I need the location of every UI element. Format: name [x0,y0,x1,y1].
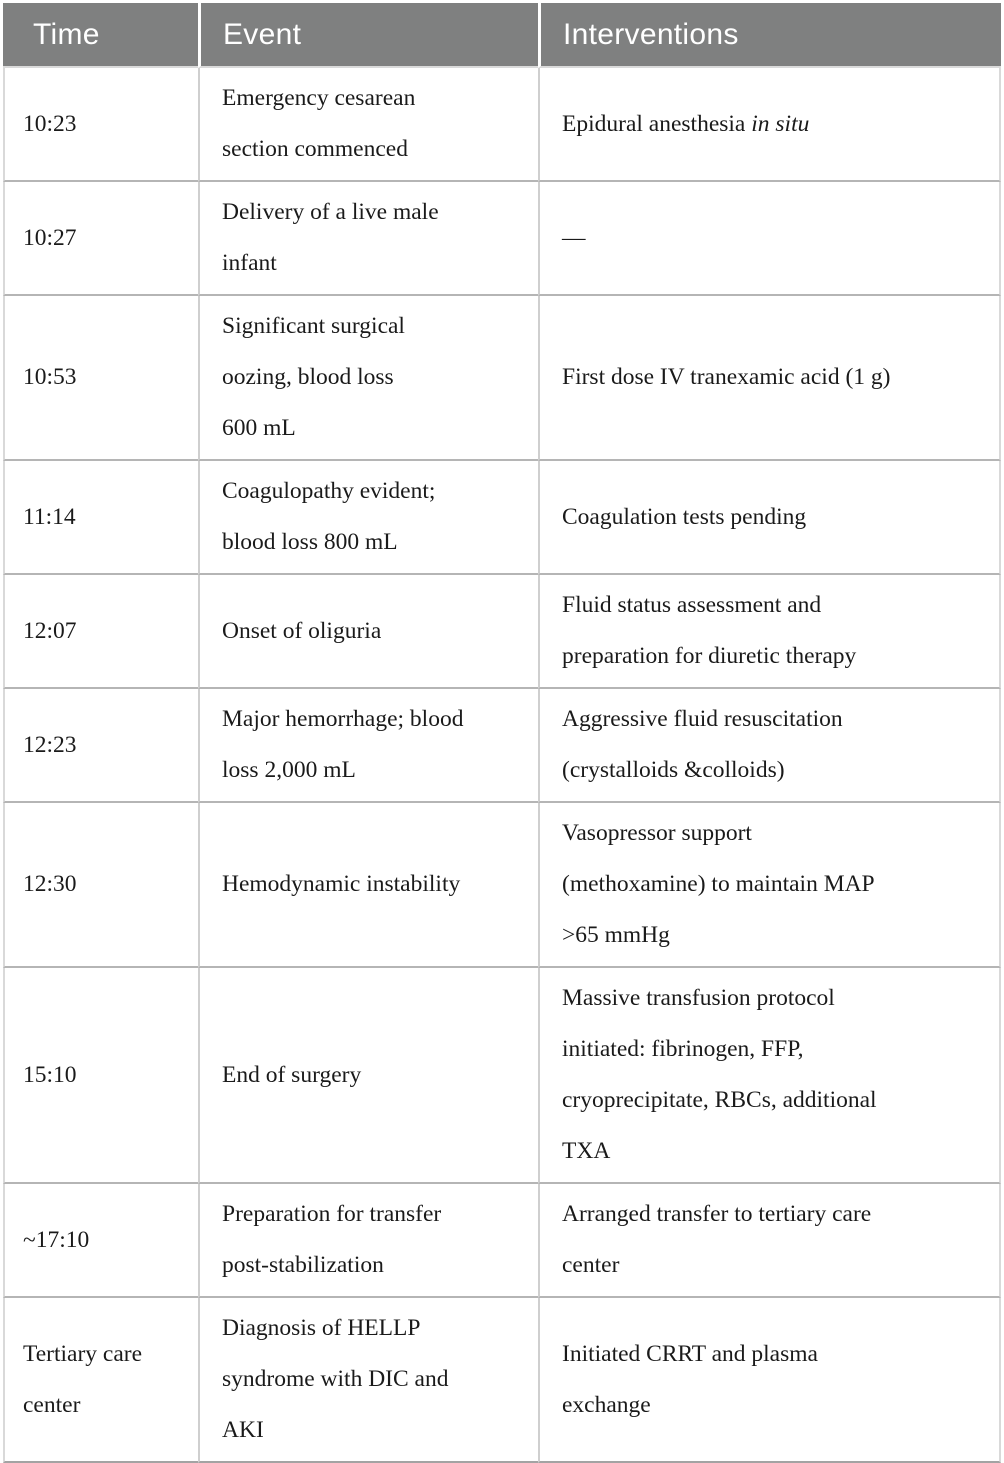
event-value: End of surgery [222,1061,362,1088]
time-cell: 11:14 [3,461,198,575]
event-cell: Major hemorrhage; blood loss 2,000 mL [198,689,538,803]
interventions-value: — [562,224,586,251]
time-value: ~17:10 [23,1226,90,1253]
col-header-time: Time [3,3,198,68]
time-value: 12:23 [23,731,77,758]
interventions-value: Vasopressor support (methoxamine) to mai… [562,820,875,948]
event-cell: Significant surgical oozing, blood loss … [198,296,538,461]
table-row: 12:07 Onset of oliguria Fluid status ass… [3,575,1001,689]
timeline-table: Time Event Interventions 10:23 Emergency… [3,3,1001,1463]
time-value: 15:10 [23,1061,77,1088]
event-cell: Diagnosis of HELLP syndrome with DIC and… [198,1298,538,1463]
time-value: 11:14 [23,503,76,530]
col-header-event: Event [198,3,538,68]
time-cell: 12:07 [3,575,198,689]
time-cell: 10:27 [3,182,198,296]
time-cell: 15:10 [3,968,198,1184]
time-value: 12:07 [23,617,77,644]
time-value: 10:27 [23,224,77,251]
time-value: 10:53 [23,364,77,390]
event-cell: Hemodynamic instability [198,803,538,968]
event-value: Hemodynamic instability [222,871,461,897]
time-cell: 10:53 [3,296,198,461]
interventions-value: Aggressive fluid resuscitation (crystall… [562,706,843,783]
table-row: 10:27 Delivery of a live male infant — [3,182,1001,296]
table-row: ~17:10 Preparation for transfer post-sta… [3,1184,1001,1298]
event-value: Emergency cesarean section commenced [222,85,416,162]
time-value: 12:30 [23,871,77,897]
interventions-cell: — [538,182,1001,296]
col-header-interventions: Interventions [538,3,1001,68]
event-value: Significant surgical oozing, blood loss … [222,313,405,441]
event-cell: End of surgery [198,968,538,1184]
event-value: Preparation for transfer post-stabilizat… [222,1201,442,1278]
event-value: Major hemorrhage; blood loss 2,000 mL [222,706,464,783]
header-row: Time Event Interventions [3,3,1001,68]
table-row: 12:23 Major hemorrhage; blood loss 2,000… [3,689,1001,803]
interventions-value: Arranged transfer to tertiary care cente… [562,1201,872,1278]
time-cell: 12:30 [3,803,198,968]
table-row: 11:14 Coagulopathy evident; blood loss 8… [3,461,1001,575]
interventions-value: Epidural anesthesia in situ [562,110,810,137]
event-value: Coagulopathy evident; blood loss 800 mL [222,478,436,555]
table-body: 10:23 Emergency cesarean section commenc… [3,68,1001,1463]
event-value: Delivery of a live male infant [222,199,439,276]
event-cell: Delivery of a live male infant [198,182,538,296]
event-cell: Coagulopathy evident; blood loss 800 mL [198,461,538,575]
interventions-cell: Initiated CRRT and plasma exchange [538,1298,1001,1463]
interventions-cell: Coagulation tests pending [538,461,1001,575]
event-value: Onset of oliguria [222,617,382,644]
interventions-cell: Vasopressor support (methoxamine) to mai… [538,803,1001,968]
time-cell: 10:23 [3,68,198,182]
table-row: 15:10 End of surgery Massive transfusion… [3,968,1001,1184]
table-row: 10:53 Significant surgical oozing, blood… [3,296,1001,461]
time-value: 10:23 [23,110,77,137]
interventions-value: Massive transfusion protocol initiated: … [562,985,877,1164]
interventions-cell: Arranged transfer to tertiary care cente… [538,1184,1001,1298]
event-cell: Preparation for transfer post-stabilizat… [198,1184,538,1298]
clinical-timeline-figure: Time Event Interventions 10:23 Emergency… [3,3,1001,1463]
table-row: 12:30 Hemodynamic instability Vasopresso… [3,803,1001,968]
interventions-cell: Aggressive fluid resuscitation (crystall… [538,689,1001,803]
interventions-cell: Epidural anesthesia in situ [538,68,1001,182]
interventions-value: Coagulation tests pending [562,503,807,530]
event-cell: Onset of oliguria [198,575,538,689]
table-row: Tertiary care center Diagnosis of HELLP … [3,1298,1001,1463]
interventions-value: First dose IV tranexamic acid (1 g) [562,364,891,390]
interventions-cell: Massive transfusion protocol initiated: … [538,968,1001,1184]
table-row: 10:23 Emergency cesarean section commenc… [3,68,1001,182]
interventions-value: Fluid status assessment and preparation … [562,592,857,669]
event-value: Diagnosis of HELLP syndrome with DIC and… [222,1315,449,1443]
interventions-cell: First dose IV tranexamic acid (1 g) [538,296,1001,461]
time-cell: Tertiary care center [3,1298,198,1463]
time-cell: 12:23 [3,689,198,803]
event-cell: Emergency cesarean section commenced [198,68,538,182]
time-cell: ~17:10 [3,1184,198,1298]
interventions-value: Initiated CRRT and plasma exchange [562,1340,818,1418]
time-value: Tertiary care center [23,1340,143,1418]
interventions-cell: Fluid status assessment and preparation … [538,575,1001,689]
